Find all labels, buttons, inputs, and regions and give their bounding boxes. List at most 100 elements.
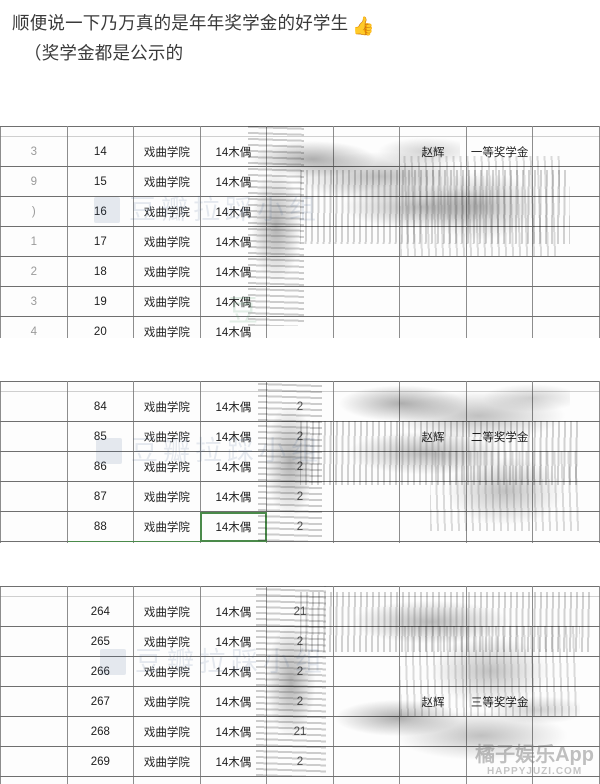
- cell-name[interactable]: [399, 656, 467, 687]
- cell-obscured[interactable]: [332, 481, 401, 512]
- cell-major[interactable]: 14木偶: [199, 316, 268, 338]
- cell-index[interactable]: 85: [66, 421, 135, 452]
- cell-obscured[interactable]: [332, 286, 401, 317]
- cell-award[interactable]: [465, 541, 534, 543]
- cell-name[interactable]: 赵辉: [399, 136, 467, 167]
- cell-row-marker[interactable]: [0, 716, 68, 747]
- cell-obscured[interactable]: [332, 686, 401, 717]
- cell-obscured[interactable]: [332, 166, 401, 197]
- cell-major[interactable]: 14木偶: [199, 716, 268, 747]
- cell-name[interactable]: [399, 511, 467, 542]
- cell-tail[interactable]: [532, 656, 600, 687]
- cell-student-number[interactable]: [266, 196, 334, 227]
- cell-student-number[interactable]: [266, 316, 334, 338]
- cell-department[interactable]: 戏曲学院: [133, 136, 201, 167]
- cell-row-marker[interactable]: [0, 511, 68, 542]
- table-row[interactable]: 85 戏曲学院 14木偶 2 赵辉 二等奖学金: [0, 421, 600, 452]
- table-row[interactable]: 87 戏曲学院 14木偶 2: [0, 481, 600, 512]
- cell-name[interactable]: [399, 746, 467, 777]
- cell-row-marker[interactable]: 3: [0, 136, 68, 167]
- cell-student-number[interactable]: 2: [266, 541, 334, 543]
- cell-award[interactable]: [465, 596, 534, 627]
- cell-tail[interactable]: [532, 226, 600, 257]
- cell-tail[interactable]: [532, 716, 600, 747]
- cell-obscured[interactable]: [332, 656, 401, 687]
- cell-tail[interactable]: [532, 421, 600, 452]
- cell-student-number[interactable]: 2: [266, 451, 334, 482]
- cell-major[interactable]: 14木偶: [199, 511, 268, 542]
- cell-student-number[interactable]: [266, 136, 334, 167]
- cell-major[interactable]: 14木偶: [199, 626, 268, 657]
- cell-obscured[interactable]: [332, 136, 401, 167]
- cell-award[interactable]: 二等奖学金: [465, 421, 534, 452]
- cell-department[interactable]: 戏曲学院: [133, 286, 201, 317]
- cell-department[interactable]: 戏曲学院: [133, 391, 201, 422]
- cell-index[interactable]: 18: [66, 256, 135, 287]
- cell-award[interactable]: [465, 746, 534, 777]
- cell-name[interactable]: [399, 196, 467, 227]
- cell-index[interactable]: 270: [66, 776, 135, 784]
- cell-row-marker[interactable]: [0, 451, 68, 482]
- cell-row-marker[interactable]: 9: [0, 166, 68, 197]
- cell-name[interactable]: 赵辉: [399, 421, 467, 452]
- table-row[interactable]: 88 戏曲学院 14木偶 2: [0, 511, 600, 542]
- cell-award[interactable]: [465, 511, 534, 542]
- cell-row-marker[interactable]: [0, 686, 68, 717]
- cell-tail[interactable]: [532, 316, 600, 338]
- cell-department[interactable]: 戏曲学院: [133, 316, 201, 338]
- cell-student-number[interactable]: 2: [266, 686, 334, 717]
- cell-index[interactable]: 86: [66, 451, 135, 482]
- cell-student-number[interactable]: 2: [266, 656, 334, 687]
- cell-award[interactable]: 三等奖学金: [465, 686, 534, 717]
- cell-department[interactable]: 戏曲学院: [133, 626, 201, 657]
- cell-obscured[interactable]: [332, 421, 401, 452]
- cell-row-marker[interactable]: [0, 541, 68, 543]
- cell-major[interactable]: 14木偶: [199, 451, 268, 482]
- cell-department[interactable]: 戏曲学院: [133, 776, 201, 784]
- cell-award[interactable]: [465, 391, 534, 422]
- cell-award[interactable]: [465, 196, 534, 227]
- cell-row-marker[interactable]: [0, 656, 68, 687]
- cell-obscured[interactable]: [332, 746, 401, 777]
- cell-award[interactable]: [465, 286, 534, 317]
- cell-student-number[interactable]: 21: [266, 596, 334, 627]
- cell-row-marker[interactable]: [0, 596, 68, 627]
- cell-major[interactable]: 14木偶: [199, 196, 268, 227]
- cell-row-marker[interactable]: [0, 746, 68, 777]
- cell-index[interactable]: 16: [66, 196, 135, 227]
- cell-name[interactable]: [399, 776, 467, 784]
- table-row[interactable]: 86 戏曲学院 14木偶 2: [0, 451, 600, 482]
- cell-student-number[interactable]: [266, 166, 334, 197]
- table-row[interactable]: 269 戏曲学院 14木偶 2: [0, 746, 600, 777]
- table-row[interactable]: 268 戏曲学院 14木偶 21: [0, 716, 600, 747]
- cell-index[interactable]: 15: [66, 166, 135, 197]
- table-row[interactable]: 84 戏曲学院 14木偶 2: [0, 391, 600, 422]
- cell-tail[interactable]: [532, 511, 600, 542]
- cell-student-number[interactable]: 2: [266, 481, 334, 512]
- cell-index[interactable]: 84: [66, 391, 135, 422]
- cell-name[interactable]: [399, 481, 467, 512]
- cell-row-marker[interactable]: [0, 391, 68, 422]
- cell-tail[interactable]: [532, 686, 600, 717]
- cell-index[interactable]: 14: [66, 136, 135, 167]
- cell-name[interactable]: [399, 166, 467, 197]
- cell-obscured[interactable]: [332, 391, 401, 422]
- cell-name[interactable]: [399, 596, 467, 627]
- cell-row-marker[interactable]: [0, 481, 68, 512]
- table-row[interactable]: 266 戏曲学院 14木偶 2: [0, 656, 600, 687]
- cell-department[interactable]: 戏曲学院: [133, 481, 201, 512]
- cell-major[interactable]: 14木偶: [199, 136, 268, 167]
- cell-name[interactable]: [399, 286, 467, 317]
- cell-obscured[interactable]: [332, 511, 401, 542]
- cell-obscured[interactable]: [332, 626, 401, 657]
- cell-student-number[interactable]: 2: [266, 511, 334, 542]
- table-row[interactable]: 264 戏曲学院 14木偶 21: [0, 596, 600, 627]
- cell-obscured[interactable]: [332, 226, 401, 257]
- cell-major[interactable]: 14木偶: [199, 226, 268, 257]
- cell-index[interactable]: 266: [66, 656, 135, 687]
- cell-obscured[interactable]: [332, 451, 401, 482]
- cell-index[interactable]: 264: [66, 596, 135, 627]
- table-row[interactable]: 265 戏曲学院 14木偶 2: [0, 626, 600, 657]
- cell-index[interactable]: 87: [66, 481, 135, 512]
- cell-major[interactable]: 14木偶: [199, 686, 268, 717]
